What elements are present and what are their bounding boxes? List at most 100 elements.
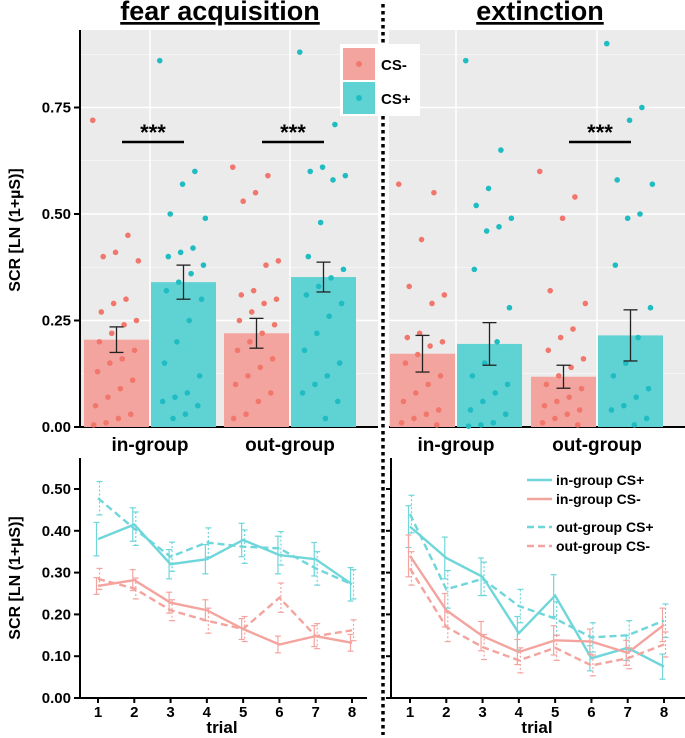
data-point-out-group-CS- [557, 334, 564, 341]
data-point-in-group-CS- [131, 347, 138, 354]
data-point-out-group-CS+ [649, 181, 656, 187]
data-point-out-group-CS+ [315, 283, 322, 290]
data-point-out-group-CS- [555, 373, 562, 379]
data-point-out-group-CS+ [603, 40, 610, 47]
data-point-in-group-CS- [406, 283, 413, 290]
data-point-in-group-CS- [441, 292, 448, 298]
legend-in-group-cs-minus-label: in-group CS- [556, 491, 641, 507]
data-point-in-group-CS+ [480, 398, 486, 405]
data-point-out-group-CS- [232, 381, 239, 388]
bar-out-group-CS+ [291, 277, 356, 427]
data-point-in-group-CS- [100, 253, 106, 260]
data-point-out-group-CS- [238, 292, 245, 298]
data-point-out-group-CS+ [305, 253, 312, 260]
line-x-tick-label: 3 [166, 704, 174, 721]
data-point-in-group-CS+ [473, 202, 480, 209]
data-point-out-group-CS+ [312, 381, 318, 388]
data-point-in-group-CS+ [496, 223, 502, 230]
data-point-in-group-CS+ [467, 407, 474, 413]
data-point-in-group-CS- [439, 339, 446, 345]
data-point-out-group-CS- [543, 381, 550, 388]
legend-in-group-cs-plus-label: in-group CS+ [556, 472, 644, 488]
data-point-in-group-CS+ [190, 245, 196, 251]
data-point-in-group-CS+ [170, 415, 176, 422]
data-point-in-group-CS+ [483, 228, 490, 234]
data-point-in-group-CS+ [471, 266, 478, 273]
legend-cs-plus-dot [356, 95, 362, 101]
data-point-in-group-CS- [90, 422, 97, 428]
line-left-x-axis-label: trial [206, 718, 237, 737]
data-point-out-group-CS- [554, 398, 560, 405]
data-point-in-group-CS+ [194, 402, 201, 409]
data-point-in-group-CS+ [172, 394, 178, 400]
data-point-in-group-CS- [115, 415, 122, 422]
data-point-out-group-CS+ [621, 402, 627, 409]
data-point-in-group-CS+ [202, 215, 209, 222]
data-point-out-group-CS+ [612, 262, 619, 268]
data-point-out-group-CS- [267, 390, 274, 396]
data-point-in-group-CS+ [174, 339, 180, 345]
gridlines [80, 30, 685, 427]
bar-y-tick-label: 0.75 [42, 100, 71, 117]
line-x-tick-label: 5 [239, 704, 247, 721]
line-y-tick-label: 0.30 [42, 565, 71, 582]
data-point-out-group-CS+ [336, 360, 343, 366]
data-point-in-group-CS- [112, 249, 119, 256]
legend-cs-plus-label: CS+ [381, 91, 411, 108]
data-point-out-group-CS- [257, 364, 264, 371]
data-point-out-group-CS+ [301, 347, 308, 354]
data-point-out-group-CS+ [328, 275, 334, 281]
data-point-out-group-CS- [269, 356, 276, 362]
data-point-out-group-CS+ [326, 313, 333, 320]
data-point-in-group-CS- [129, 377, 136, 383]
data-point-in-group-CS- [125, 232, 131, 239]
data-point-out-group-CS- [261, 300, 267, 307]
data-point-in-group-CS+ [504, 381, 511, 388]
bar-y-tick-label: 0.25 [42, 313, 71, 330]
bar-out-group-CS- [224, 333, 289, 427]
series-line-out-group-CS+ [97, 497, 353, 586]
data-point-in-group-CS- [404, 334, 411, 341]
data-point-out-group-CS- [539, 419, 546, 426]
data-point-in-group-CS- [127, 411, 134, 418]
data-point-out-group-CS- [570, 326, 576, 332]
data-point-in-group-CS- [110, 300, 117, 307]
legend-out-group-cs-minus-label: out-group CS- [556, 538, 650, 554]
extinction-title: extinction [476, 0, 604, 26]
data-point-out-group-CS- [576, 407, 583, 413]
data-point-out-group-CS- [568, 364, 574, 371]
data-point-in-group-CS- [398, 419, 405, 426]
data-point-out-group-CS- [255, 398, 262, 405]
data-point-out-group-CS- [250, 287, 257, 294]
data-point-in-group-CS- [400, 398, 407, 405]
data-point-in-group-CS- [121, 321, 127, 328]
line-x-tick-label: 2 [442, 704, 450, 721]
data-point-out-group-CS- [273, 296, 280, 303]
data-point-out-group-CS+ [614, 177, 620, 183]
fear-acquisition-title: fear acquisition [120, 0, 320, 26]
bar-legend: CS- CS+ [340, 44, 420, 116]
data-point-out-group-CS- [275, 258, 282, 264]
line-x-tick-label: 7 [312, 704, 320, 721]
line-legend: in-group CS+ in-group CS- out-group CS+ … [527, 472, 654, 554]
data-point-out-group-CS- [582, 300, 589, 307]
line-x-tick-label: 8 [660, 704, 668, 721]
line-x-tick-label: 4 [515, 704, 524, 721]
line-x-tick-label: 6 [275, 704, 283, 721]
data-point-out-group-CS- [229, 164, 236, 170]
data-point-in-group-CS+ [200, 262, 207, 268]
data-point-in-group-CS- [431, 189, 437, 196]
data-point-in-group-CS- [103, 419, 109, 426]
data-point-out-group-CS+ [610, 373, 617, 379]
data-point-out-group-CS- [552, 415, 558, 422]
line-x-tick-label: 4 [203, 704, 212, 721]
data-point-in-group-CS- [92, 402, 99, 409]
data-point-in-group-CS- [433, 422, 440, 428]
data-point-out-group-CS- [263, 262, 269, 268]
data-point-out-group-CS+ [635, 334, 641, 341]
data-point-out-group-CS+ [645, 385, 652, 392]
line-x-tick-label: 1 [94, 704, 102, 721]
data-point-in-group-CS- [135, 258, 142, 264]
data-point-out-group-CS- [234, 347, 241, 354]
